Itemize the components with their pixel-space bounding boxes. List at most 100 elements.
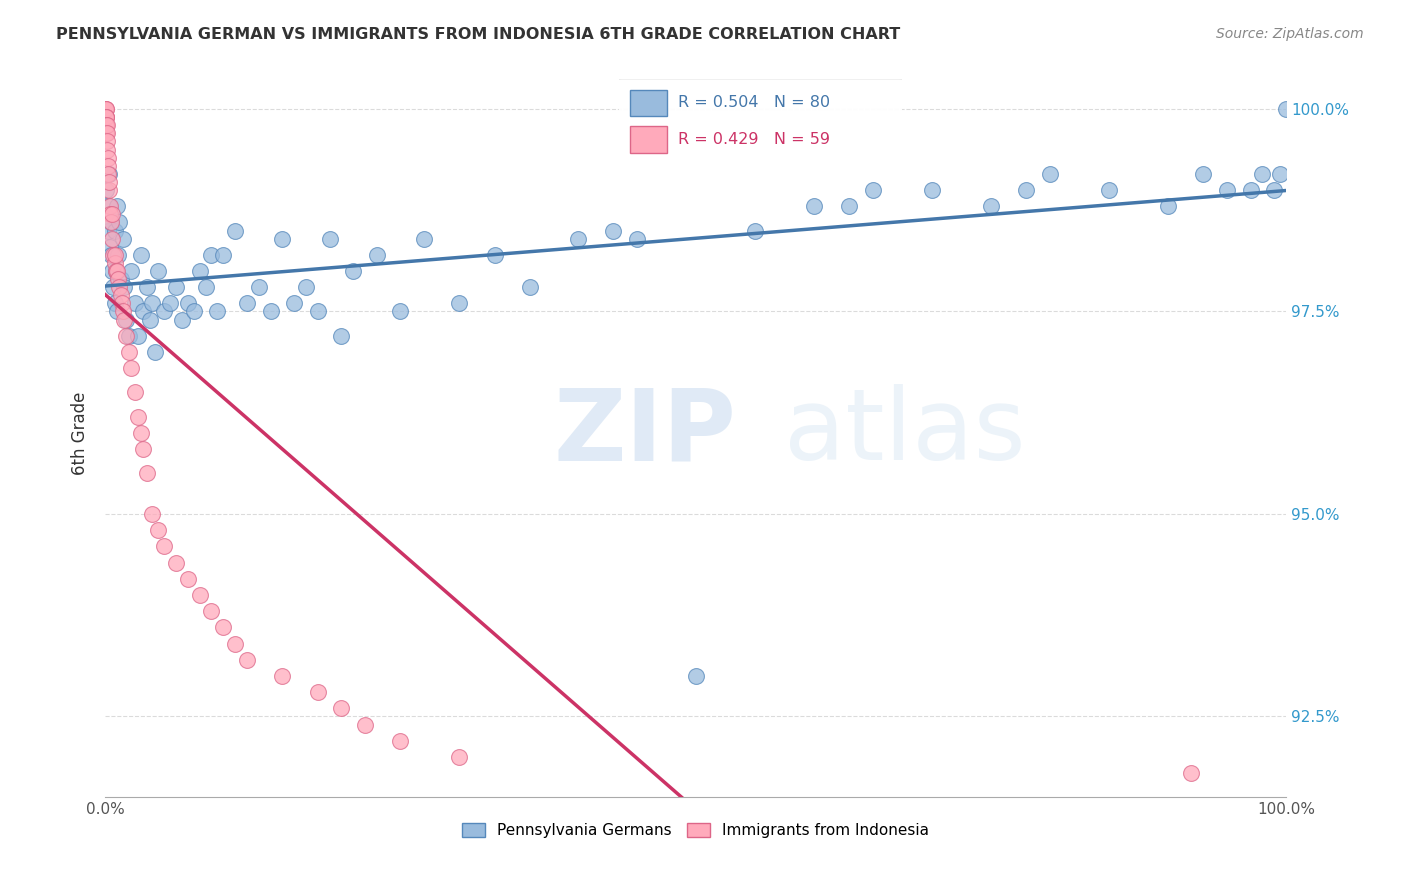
Point <box>115 328 138 343</box>
Point <box>94 118 117 132</box>
Point <box>148 523 170 537</box>
Point <box>236 296 259 310</box>
Point <box>120 361 142 376</box>
Point <box>153 304 176 318</box>
Point <box>108 215 131 229</box>
Point <box>96 118 118 132</box>
Point <box>104 264 127 278</box>
Point <box>103 248 125 262</box>
Point <box>307 304 329 318</box>
Point <box>104 248 127 262</box>
Point <box>94 102 117 116</box>
Point <box>127 328 149 343</box>
Point <box>97 183 120 197</box>
Point <box>94 102 117 116</box>
Point <box>567 231 589 245</box>
Point <box>105 264 128 278</box>
Point <box>101 264 124 278</box>
Point <box>207 304 229 318</box>
Point <box>135 467 157 481</box>
Point <box>104 256 127 270</box>
Point <box>200 248 222 262</box>
Point <box>94 110 117 124</box>
Point <box>141 296 163 310</box>
Point <box>838 199 860 213</box>
Text: ZIP: ZIP <box>554 384 737 482</box>
Point <box>602 223 624 237</box>
Point <box>188 264 211 278</box>
Point <box>98 240 121 254</box>
Point <box>111 231 134 245</box>
Point <box>366 248 388 262</box>
Point <box>1268 167 1291 181</box>
Point <box>307 685 329 699</box>
Point <box>107 272 129 286</box>
Point <box>519 280 541 294</box>
Point <box>98 175 121 189</box>
Point <box>96 126 118 140</box>
Point <box>1015 183 1038 197</box>
Point <box>97 167 120 181</box>
Point <box>97 199 120 213</box>
Point <box>803 199 825 213</box>
Point <box>124 296 146 310</box>
Point <box>342 264 364 278</box>
Point <box>165 280 187 294</box>
Point <box>177 572 200 586</box>
Point <box>110 272 132 286</box>
Point <box>200 604 222 618</box>
Point <box>98 207 121 221</box>
Text: Source: ZipAtlas.com: Source: ZipAtlas.com <box>1216 27 1364 41</box>
Point <box>96 143 118 157</box>
Point <box>236 653 259 667</box>
Point <box>449 750 471 764</box>
Point <box>100 248 122 262</box>
Point <box>224 223 246 237</box>
Point <box>143 345 166 359</box>
Point <box>626 231 648 245</box>
Point <box>111 304 134 318</box>
Point <box>330 701 353 715</box>
Point <box>96 126 118 140</box>
Point <box>104 223 127 237</box>
Point <box>685 669 707 683</box>
Point <box>183 304 205 318</box>
Point <box>389 304 412 318</box>
Point <box>1192 167 1215 181</box>
Point <box>177 296 200 310</box>
Point <box>104 296 127 310</box>
Point <box>100 207 122 221</box>
Point <box>141 507 163 521</box>
Point <box>132 442 155 457</box>
Point <box>1039 167 1062 181</box>
Point <box>96 135 118 149</box>
Point <box>100 215 122 229</box>
Point <box>115 312 138 326</box>
Point <box>212 620 235 634</box>
Text: PENNSYLVANIA GERMAN VS IMMIGRANTS FROM INDONESIA 6TH GRADE CORRELATION CHART: PENNSYLVANIA GERMAN VS IMMIGRANTS FROM I… <box>56 27 900 42</box>
Point <box>1180 766 1202 780</box>
Point <box>170 312 193 326</box>
Point <box>259 304 281 318</box>
Point <box>129 248 152 262</box>
Y-axis label: 6th Grade: 6th Grade <box>72 392 89 475</box>
Point <box>271 231 294 245</box>
Point <box>112 312 135 326</box>
Point <box>1157 199 1180 213</box>
Point <box>132 304 155 318</box>
Point <box>104 264 127 278</box>
Point <box>127 409 149 424</box>
Point <box>271 669 294 683</box>
Point <box>389 733 412 747</box>
Point <box>224 636 246 650</box>
Point <box>980 199 1002 213</box>
Point <box>188 588 211 602</box>
Point <box>111 296 134 310</box>
Point <box>98 199 121 213</box>
Point <box>330 328 353 343</box>
Point <box>1098 183 1121 197</box>
Point <box>96 183 118 197</box>
Point <box>96 110 118 124</box>
Point <box>1251 167 1274 181</box>
Point <box>94 110 117 124</box>
